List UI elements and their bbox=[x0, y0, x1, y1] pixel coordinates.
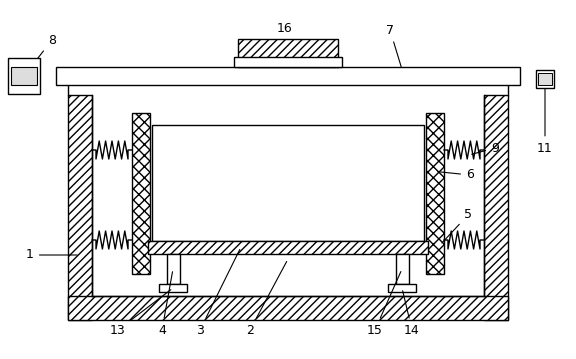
Text: 4: 4 bbox=[158, 272, 172, 336]
Bar bbox=[238, 39, 338, 67]
Text: 9: 9 bbox=[472, 141, 499, 154]
Bar bbox=[152, 125, 424, 241]
Bar bbox=[396, 254, 409, 284]
Text: 5: 5 bbox=[442, 209, 472, 243]
Text: 2: 2 bbox=[246, 261, 287, 336]
Text: 1: 1 bbox=[26, 248, 77, 261]
Text: 11: 11 bbox=[537, 82, 553, 154]
Text: 13: 13 bbox=[110, 290, 171, 336]
Bar bbox=[68, 95, 92, 320]
Bar bbox=[8, 58, 40, 94]
Text: 3: 3 bbox=[196, 250, 240, 336]
Bar bbox=[234, 57, 342, 67]
Bar bbox=[56, 67, 520, 85]
Bar bbox=[484, 95, 508, 320]
Bar bbox=[148, 241, 428, 254]
Text: 16: 16 bbox=[277, 22, 293, 50]
Bar bbox=[538, 73, 552, 85]
Text: 7: 7 bbox=[386, 23, 403, 73]
Text: 14: 14 bbox=[403, 291, 420, 336]
Bar bbox=[92, 95, 484, 296]
Bar bbox=[11, 67, 37, 85]
Text: 8: 8 bbox=[26, 33, 56, 74]
Bar bbox=[68, 296, 508, 320]
Text: 6: 6 bbox=[438, 168, 474, 182]
Text: 15: 15 bbox=[367, 271, 401, 336]
Bar bbox=[388, 284, 416, 292]
Bar bbox=[167, 254, 180, 284]
Bar bbox=[159, 284, 187, 292]
Bar bbox=[426, 113, 444, 274]
Bar bbox=[132, 113, 150, 274]
Bar bbox=[536, 70, 554, 88]
